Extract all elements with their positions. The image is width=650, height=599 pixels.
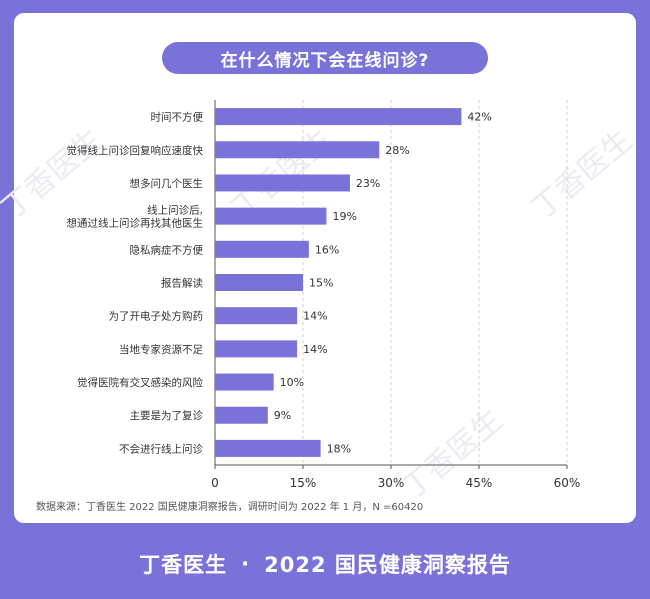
- category-label: 为了开电子处方购药: [109, 310, 204, 323]
- category-label: 时间不方便: [151, 111, 204, 124]
- category-label: 想多问几个医生: [130, 177, 204, 190]
- x-tick-label: 0: [211, 476, 219, 490]
- x-tick-label: 60%: [554, 476, 581, 490]
- footer-brand: 丁香医生: [139, 553, 228, 577]
- bar: [215, 406, 268, 424]
- category-label: 觉得线上问诊回复响应速度快: [67, 144, 204, 157]
- value-label: 10%: [280, 376, 304, 389]
- chart-card: [14, 13, 636, 523]
- category-label-line: 报告解读: [161, 277, 203, 290]
- bar: [215, 141, 380, 159]
- category-label: 线上问诊后,想通过线上问诊再找其他医生: [67, 204, 204, 230]
- category-label: 觉得医院有交叉感染的风险: [77, 376, 203, 389]
- footer-report: 2022 国民健康洞察报告: [264, 553, 511, 577]
- chart-title: 在什么情况下会在线问诊?: [162, 42, 488, 74]
- category-label: 隐私病症不方便: [130, 243, 204, 256]
- category-label-line: 想通过线上问诊再找其他医生: [67, 217, 204, 230]
- category-label: 当地专家资源不足: [119, 343, 203, 356]
- bar: [215, 274, 303, 291]
- x-tick-label: 30%: [378, 476, 405, 490]
- category-label-line: 主要是为了复诊: [130, 409, 204, 422]
- value-label: 18%: [327, 442, 351, 455]
- bar: [215, 307, 298, 325]
- source-note: 数据来源：丁香医生 2022 国民健康洞察报告，调研时间为 2022 年 1 月…: [36, 502, 424, 513]
- footer: 丁香医生 · 2022 国民健康洞察报告: [0, 544, 650, 584]
- value-label: 19%: [332, 210, 356, 223]
- bar: [215, 108, 462, 126]
- bar: [215, 340, 298, 358]
- value-label: 42%: [467, 111, 491, 124]
- category-label-line: 想多问几个医生: [130, 177, 204, 190]
- category-label-line: 当地专家资源不足: [119, 343, 203, 356]
- category-label-line: 时间不方便: [151, 111, 204, 124]
- category-label-line: 觉得医院有交叉感染的风险: [77, 376, 203, 389]
- category-label-line: 不会进行线上问诊: [119, 442, 203, 455]
- value-label: 28%: [385, 144, 409, 157]
- value-label: 16%: [315, 243, 339, 256]
- bar: [215, 207, 327, 225]
- bar: [215, 373, 274, 391]
- category-label-line: 为了开电子处方购药: [109, 310, 204, 323]
- footer-separator: ·: [241, 552, 251, 576]
- category-label-line: 隐私病症不方便: [130, 243, 204, 256]
- category-label-line: 觉得线上问诊回复响应速度快: [67, 144, 204, 157]
- category-label: 报告解读: [161, 277, 203, 290]
- bar: [215, 240, 309, 258]
- category-label: 主要是为了复诊: [130, 409, 204, 422]
- value-label: 23%: [356, 177, 380, 190]
- category-label-line: 线上问诊后,: [147, 204, 203, 217]
- value-label: 14%: [303, 343, 327, 356]
- bar: [215, 174, 350, 192]
- x-tick-label: 45%: [466, 476, 493, 490]
- value-label: 15%: [309, 277, 333, 290]
- bar: [215, 439, 321, 457]
- value-label: 9%: [274, 409, 291, 422]
- category-label: 不会进行线上问诊: [119, 442, 203, 455]
- value-label: 14%: [303, 310, 327, 323]
- x-tick-label: 15%: [290, 476, 317, 490]
